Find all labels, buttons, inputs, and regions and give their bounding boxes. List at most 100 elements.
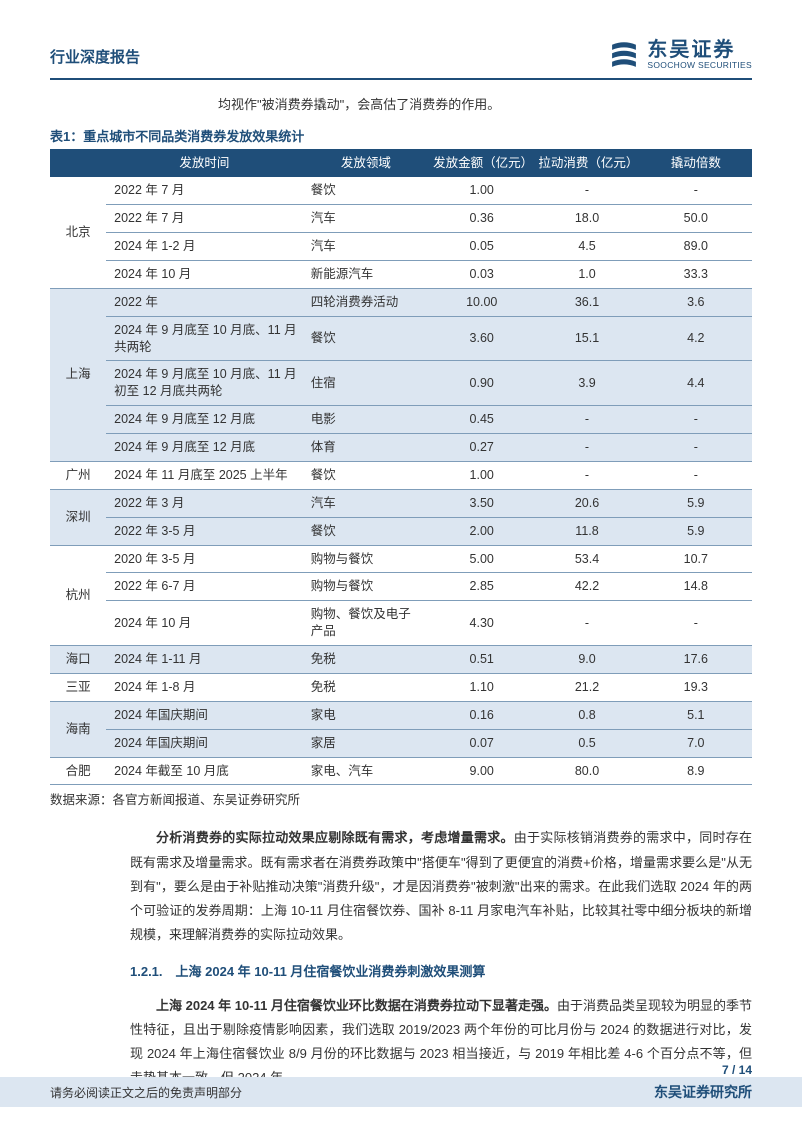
- main-table: 发放时间 发放领域 发放金额（亿元） 拉动消费（亿元） 撬动倍数 北京2022 …: [50, 149, 752, 785]
- table-row: 2022 年 7 月汽车0.3618.050.0: [50, 205, 752, 233]
- cell-sector: 家电: [303, 701, 429, 729]
- cell-sector: 餐饮: [303, 316, 429, 361]
- cell-amount: 0.36: [429, 205, 534, 233]
- cell-pull: 0.8: [534, 701, 639, 729]
- cell-multiplier: 4.4: [640, 361, 752, 406]
- cell-multiplier: 5.9: [640, 489, 752, 517]
- cell-amount: 3.60: [429, 316, 534, 361]
- brand-logo: 东吴证券 SOOCHOW SECURITIES: [607, 38, 752, 72]
- cell-time: 2024 年国庆期间: [106, 729, 303, 757]
- para2-bold: 上海 2024 年 10-11 月住宿餐饮业环比数据在消费券拉动下显著走强。: [156, 998, 557, 1013]
- footer-bar: 请务必阅读正文之后的免责声明部分 东吴证券研究所: [0, 1077, 802, 1107]
- cell-pull: -: [534, 434, 639, 462]
- cell-amount: 0.51: [429, 646, 534, 674]
- cell-multiplier: 3.6: [640, 288, 752, 316]
- section-heading: 1.2.1. 上海 2024 年 10-11 月住宿餐饮业消费券刺激效果测算: [130, 961, 752, 980]
- cell-multiplier: -: [640, 406, 752, 434]
- cell-time: 2024 年 9 月底至 10 月底、11 月初至 12 月底共两轮: [106, 361, 303, 406]
- cell-amount: 2.00: [429, 517, 534, 545]
- cell-pull: 21.2: [534, 673, 639, 701]
- cell-sector: 体育: [303, 434, 429, 462]
- cell-multiplier: 89.0: [640, 233, 752, 261]
- cell-time: 2024 年 1-2 月: [106, 233, 303, 261]
- cell-pull: 1.0: [534, 260, 639, 288]
- cell-multiplier: 10.7: [640, 545, 752, 573]
- cell-multiplier: 33.3: [640, 260, 752, 288]
- cell-amount: 2.85: [429, 573, 534, 601]
- table-row: 2024 年 9 月底至 10 月底、11 月共两轮餐饮3.6015.14.2: [50, 316, 752, 361]
- cell-multiplier: 17.6: [640, 646, 752, 674]
- col-header-time: 发放时间: [106, 149, 303, 177]
- cell-amount: 3.50: [429, 489, 534, 517]
- cell-sector: 餐饮: [303, 517, 429, 545]
- cell-amount: 1.00: [429, 461, 534, 489]
- cell-city: 海南: [50, 701, 106, 757]
- cell-multiplier: 50.0: [640, 205, 752, 233]
- cell-amount: 0.27: [429, 434, 534, 462]
- col-header-sector: 发放领域: [303, 149, 429, 177]
- table-row: 上海2022 年四轮消费券活动10.0036.13.6: [50, 288, 752, 316]
- cell-multiplier: 7.0: [640, 729, 752, 757]
- table-caption-text: 重点城市不同品类消费券发放效果统计: [83, 129, 304, 144]
- cell-time: 2024 年 10 月: [106, 260, 303, 288]
- cell-sector: 住宿: [303, 361, 429, 406]
- col-header-multiplier: 撬动倍数: [640, 149, 752, 177]
- cell-amount: 5.00: [429, 545, 534, 573]
- cell-multiplier: -: [640, 461, 752, 489]
- table-row: 2024 年 1-2 月汽车0.054.589.0: [50, 233, 752, 261]
- cell-sector: 汽车: [303, 205, 429, 233]
- cell-amount: 0.90: [429, 361, 534, 406]
- cell-sector: 汽车: [303, 489, 429, 517]
- cell-pull: 3.9: [534, 361, 639, 406]
- cell-amount: 0.03: [429, 260, 534, 288]
- cell-pull: -: [534, 406, 639, 434]
- table-row: 北京2022 年 7 月餐饮1.00--: [50, 177, 752, 204]
- col-header-city: [50, 149, 106, 177]
- col-header-amount: 发放金额（亿元）: [429, 149, 534, 177]
- cell-pull: 36.1: [534, 288, 639, 316]
- footer-disclaimer: 请务必阅读正文之后的免责声明部分: [50, 1084, 242, 1101]
- analysis-paragraph-2: 上海 2024 年 10-11 月住宿餐饮业环比数据在消费券拉动下显著走强。由于…: [130, 994, 752, 1090]
- cell-multiplier: 4.2: [640, 316, 752, 361]
- cell-pull: -: [534, 177, 639, 204]
- header-divider: [50, 78, 752, 80]
- cell-sector: 新能源汽车: [303, 260, 429, 288]
- cell-amount: 1.00: [429, 177, 534, 204]
- cell-pull: 11.8: [534, 517, 639, 545]
- cell-time: 2022 年 6-7 月: [106, 573, 303, 601]
- table-row: 2024 年 10 月购物、餐饮及电子产品4.30--: [50, 601, 752, 646]
- table-row: 杭州2020 年 3-5 月购物与餐饮5.0053.410.7: [50, 545, 752, 573]
- table-source: 数据来源：各官方新闻报道、东吴证券研究所: [50, 789, 752, 808]
- cell-city: 上海: [50, 288, 106, 461]
- cell-time: 2024 年 11 月底至 2025 上半年: [106, 461, 303, 489]
- brand-name-en: SOOCHOW SECURITIES: [647, 61, 752, 70]
- cell-amount: 10.00: [429, 288, 534, 316]
- page-number: 7 / 14: [722, 1063, 752, 1077]
- cell-multiplier: -: [640, 601, 752, 646]
- cell-time: 2024 年 9 月底至 10 月底、11 月共两轮: [106, 316, 303, 361]
- cell-time: 2024 年 9 月底至 12 月底: [106, 406, 303, 434]
- cell-time: 2022 年: [106, 288, 303, 316]
- cell-time: 2022 年 7 月: [106, 177, 303, 204]
- footer-institute: 东吴证券研究所: [654, 1082, 752, 1102]
- table-caption-prefix: 表1：: [50, 129, 83, 144]
- cell-sector: 餐饮: [303, 461, 429, 489]
- cell-time: 2024 年截至 10 月底: [106, 757, 303, 785]
- cell-amount: 0.45: [429, 406, 534, 434]
- table-row: 2024 年 9 月底至 10 月底、11 月初至 12 月底共两轮住宿0.90…: [50, 361, 752, 406]
- cell-pull: 0.5: [534, 729, 639, 757]
- cell-amount: 0.05: [429, 233, 534, 261]
- cell-sector: 购物与餐饮: [303, 545, 429, 573]
- cell-city: 杭州: [50, 545, 106, 646]
- table-row: 海南2024 年国庆期间家电0.160.85.1: [50, 701, 752, 729]
- cell-multiplier: 5.9: [640, 517, 752, 545]
- cell-amount: 9.00: [429, 757, 534, 785]
- cell-city: 三亚: [50, 673, 106, 701]
- para1-text: 由于实际核销消费券的需求中，同时存在既有需求及增量需求。既有需求者在消费券政策中…: [130, 830, 752, 941]
- table-row: 2024 年 9 月底至 12 月底电影0.45--: [50, 406, 752, 434]
- cell-city: 合肥: [50, 757, 106, 785]
- brand-name-cn: 东吴证券: [647, 39, 752, 61]
- cell-pull: 4.5: [534, 233, 639, 261]
- col-header-pull: 拉动消费（亿元）: [534, 149, 639, 177]
- cell-pull: -: [534, 601, 639, 646]
